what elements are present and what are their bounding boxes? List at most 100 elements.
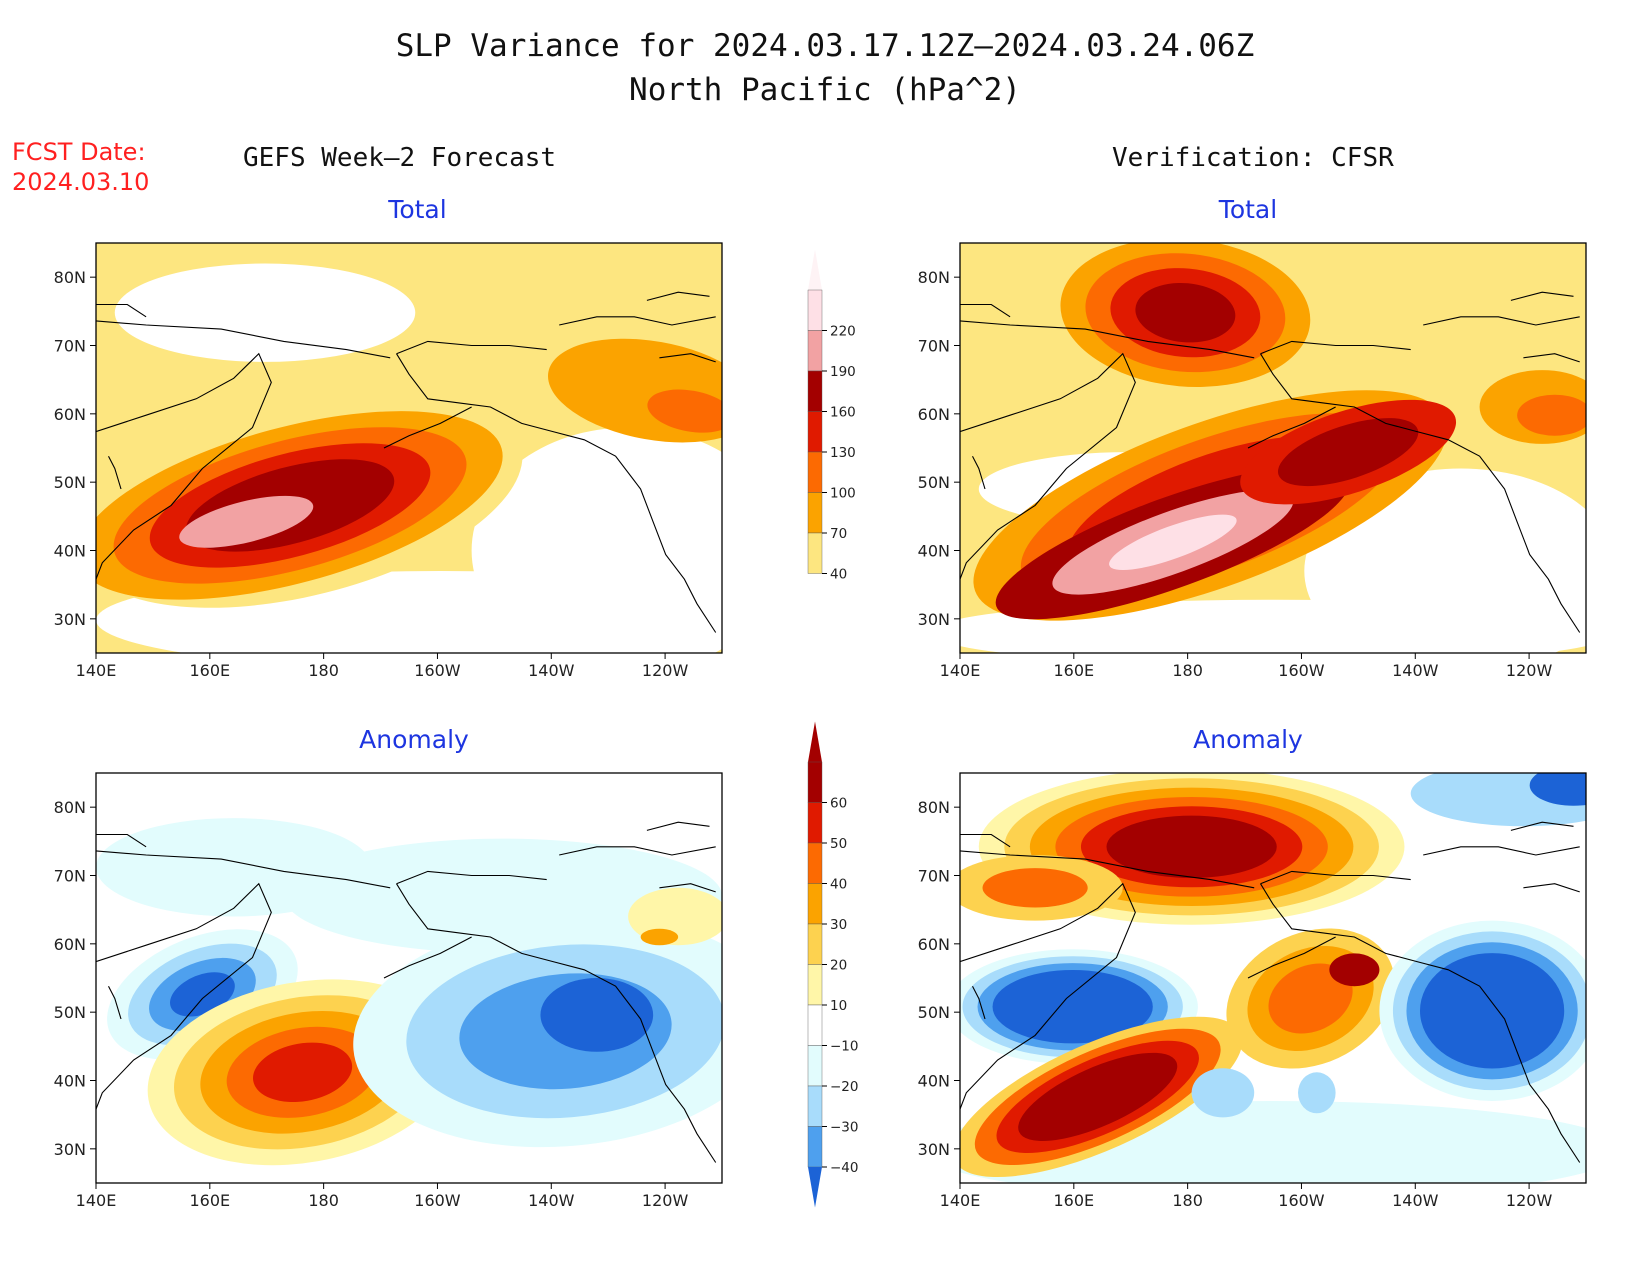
main-title: SLP Variance for 2024.03.17.12Z–2024.03.… bbox=[395, 28, 1255, 64]
lon-tick-label: 140E bbox=[940, 1191, 981, 1210]
lat-tick-label: 30N bbox=[54, 610, 86, 629]
variance-arctic bbox=[1135, 282, 1236, 343]
colorbar-label: 220 bbox=[830, 324, 856, 340]
colorbar-segment bbox=[807, 1004, 823, 1046]
colorbar-total: 220 190 160 130 100 70 40 bbox=[807, 249, 856, 583]
coastline bbox=[108, 455, 122, 490]
coastline bbox=[96, 352, 272, 580]
lon-tick-label: 120W bbox=[642, 661, 689, 680]
coastline bbox=[960, 850, 1255, 889]
colorbar-segment bbox=[807, 883, 823, 925]
colorbar-segment bbox=[807, 761, 823, 803]
lon-tick-label: 160E bbox=[189, 661, 230, 680]
lon-tick-label: 160W bbox=[1278, 661, 1325, 680]
lon-tick-label: 140W bbox=[528, 661, 575, 680]
anomaly-positive-small bbox=[640, 928, 679, 946]
panel-title-forecast-anomaly: Anomaly bbox=[359, 725, 469, 754]
colorbar-segment bbox=[807, 1085, 823, 1127]
anomaly-negative-small bbox=[1298, 1072, 1336, 1114]
colorbar-segment bbox=[807, 1045, 823, 1087]
lon-tick-label: 180 bbox=[308, 661, 339, 680]
lat-tick-label: 30N bbox=[54, 1140, 86, 1159]
lon-tick-label: 160E bbox=[1053, 661, 1094, 680]
colorbar-segment bbox=[807, 370, 823, 412]
colorbar-label: 30 bbox=[830, 917, 847, 933]
anomaly-negative-west bbox=[992, 969, 1153, 1044]
colorbar-arrow bbox=[808, 249, 822, 290]
lon-tick-label: 140E bbox=[76, 1191, 117, 1210]
coastline bbox=[1423, 846, 1580, 856]
lon-tick-label: 180 bbox=[308, 1191, 339, 1210]
colorbar-label: −10 bbox=[830, 1039, 859, 1055]
colorbar-label: −20 bbox=[830, 1079, 859, 1095]
lat-tick-label: 40N bbox=[918, 542, 950, 561]
colorbar-segment bbox=[807, 532, 823, 574]
sub-title: North Pacific (hPa^2) bbox=[629, 72, 1021, 108]
lon-tick-label: 140E bbox=[940, 661, 981, 680]
colorbar-label: 20 bbox=[830, 958, 847, 974]
coastline bbox=[1260, 340, 1411, 355]
lat-tick-label: 40N bbox=[54, 542, 86, 561]
coastline bbox=[96, 850, 391, 889]
colorbar-label: −30 bbox=[830, 1120, 859, 1136]
lon-tick-label: 160E bbox=[189, 1191, 230, 1210]
panel-axes: 80N 70N 60N 50N 40N 30N 140E 160E 180 160W 140W 120… bbox=[54, 268, 689, 680]
coastline bbox=[96, 833, 147, 848]
coastline bbox=[1247, 406, 1336, 449]
anomaly-negative-east bbox=[1419, 953, 1565, 1069]
lat-tick-label: 80N bbox=[918, 798, 950, 817]
colorbar-segment bbox=[807, 1126, 823, 1168]
anomaly-negative-west bbox=[170, 972, 235, 1017]
lon-tick-label: 180 bbox=[1172, 661, 1203, 680]
lat-tick-label: 80N bbox=[54, 268, 86, 287]
coastline bbox=[1523, 883, 1580, 893]
column-title-verification: Verification: CFSR bbox=[1112, 143, 1394, 173]
colorbar-segment bbox=[807, 451, 823, 493]
coastline bbox=[1510, 821, 1574, 831]
coastline bbox=[396, 870, 547, 885]
variance-east-core bbox=[647, 389, 722, 433]
lat-tick-label: 30N bbox=[918, 1140, 950, 1159]
anomaly-positive-core bbox=[1329, 953, 1380, 987]
coastline bbox=[383, 406, 472, 449]
forecast-date-label: FCST Date: bbox=[12, 138, 146, 166]
coastline bbox=[1247, 936, 1336, 979]
colorbar-arrow bbox=[808, 721, 822, 762]
lon-tick-label: 160W bbox=[414, 1191, 461, 1210]
lat-tick-label: 60N bbox=[54, 405, 86, 424]
colorbar-arrow bbox=[808, 1167, 822, 1208]
lon-tick-label: 120W bbox=[1506, 1191, 1553, 1210]
colorbar-segment bbox=[807, 330, 823, 372]
anomaly-positive-arctic bbox=[1106, 815, 1277, 878]
colorbar-label: 190 bbox=[830, 364, 856, 380]
panel-axes: 80N 70N 60N 50N 40N 30N 140E 160E 180 160W 140W 120… bbox=[918, 268, 1553, 680]
coastline bbox=[396, 883, 717, 1163]
column-title-forecast: GEFS Week–2 Forecast bbox=[243, 143, 557, 173]
forecast-date-value: 2024.03.10 bbox=[12, 168, 150, 196]
panel-axes: 80N 70N 60N 50N 40N 30N 140E 160E 180 160W 140W 120… bbox=[918, 798, 1553, 1210]
coastline bbox=[960, 320, 1255, 359]
lon-tick-label: 140W bbox=[528, 1191, 575, 1210]
colorbar-segment bbox=[807, 411, 823, 453]
lon-tick-label: 120W bbox=[1506, 661, 1553, 680]
coastline bbox=[960, 882, 1136, 1110]
coastline bbox=[659, 883, 716, 893]
lat-tick-label: 70N bbox=[918, 867, 950, 886]
coastline bbox=[559, 846, 716, 856]
colorbar-label: 130 bbox=[830, 445, 856, 461]
anomaly-positive-stormtrack bbox=[1018, 1052, 1178, 1141]
coastline bbox=[960, 303, 1011, 318]
colorbar-label: 40 bbox=[830, 877, 847, 893]
coastline bbox=[1260, 870, 1411, 885]
lat-tick-label: 60N bbox=[918, 935, 950, 954]
map-panel-top-right bbox=[960, 243, 1586, 653]
anomaly-negative bbox=[1410, 773, 1586, 827]
lat-tick-label: 70N bbox=[54, 337, 86, 356]
panel-title-verification-anomaly: Anomaly bbox=[1193, 725, 1303, 754]
colorbar-label: 60 bbox=[830, 796, 847, 812]
coastline bbox=[96, 882, 272, 1110]
panel-title-forecast-total: Total bbox=[388, 195, 447, 224]
low-variance-area bbox=[114, 263, 416, 362]
anomaly-positive-gulf bbox=[1268, 963, 1353, 1034]
